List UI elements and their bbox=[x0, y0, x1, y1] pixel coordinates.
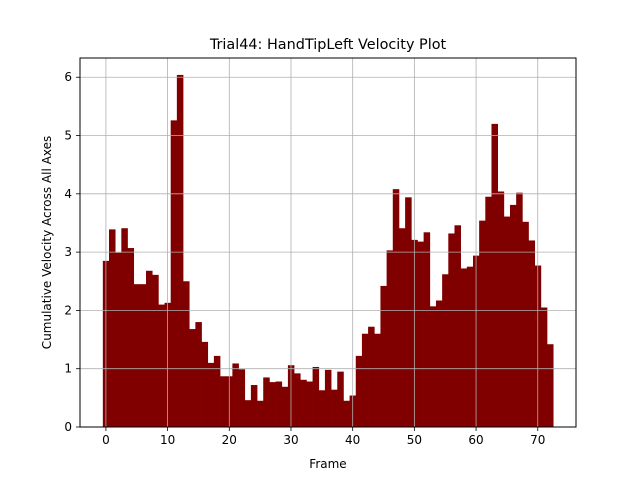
y-tick-label-2: 2 bbox=[64, 303, 72, 317]
bar-frame-7 bbox=[146, 270, 153, 427]
x-tick-label-40: 40 bbox=[345, 433, 360, 447]
bar-frame-16 bbox=[201, 341, 209, 427]
bar-frame-5 bbox=[133, 284, 141, 427]
bar-frame-64 bbox=[497, 191, 505, 427]
bar-frame-68 bbox=[522, 221, 529, 427]
bar-frame-61 bbox=[479, 220, 486, 427]
bar-frame-67 bbox=[516, 192, 523, 427]
y-tick-label-0: 0 bbox=[64, 420, 72, 434]
bar-frame-37 bbox=[331, 389, 338, 427]
bar-frame-23 bbox=[244, 400, 252, 427]
x-tick-label-10: 10 bbox=[160, 433, 175, 447]
bar-frame-65 bbox=[503, 216, 511, 427]
bars bbox=[80, 58, 576, 428]
bar-frame-2 bbox=[115, 252, 122, 427]
y-tick-label-1: 1 bbox=[64, 362, 72, 376]
y-tick-label-5: 5 bbox=[64, 129, 72, 143]
x-tick-label-50: 50 bbox=[407, 433, 422, 447]
bar-frame-4 bbox=[127, 248, 135, 427]
y-tick-label-6: 6 bbox=[64, 70, 72, 84]
bar-frame-59 bbox=[466, 266, 474, 427]
bar-frame-72 bbox=[547, 344, 554, 427]
bar-frame-17 bbox=[207, 362, 215, 427]
bar-frame-43 bbox=[368, 326, 375, 427]
bar-frame-56 bbox=[448, 233, 455, 427]
bar-frame-31 bbox=[294, 373, 301, 427]
bar-frame-11 bbox=[170, 120, 178, 428]
bar-frame-15 bbox=[195, 322, 202, 427]
bar-frame-54 bbox=[435, 300, 443, 427]
bar-frame-71 bbox=[540, 307, 548, 427]
y-axis-ticks: 0 1 2 3 4 5 6 bbox=[64, 70, 80, 434]
x-tick-label-70: 70 bbox=[530, 433, 545, 447]
bar-frame-12 bbox=[176, 74, 184, 427]
bar-frame-48 bbox=[398, 228, 406, 427]
x-tick-label-20: 20 bbox=[222, 433, 237, 447]
bar-frame-39 bbox=[343, 400, 350, 427]
bar-frame-51 bbox=[417, 241, 424, 427]
bar-frame-44 bbox=[374, 333, 381, 427]
x-tick-label-60: 60 bbox=[468, 433, 483, 447]
bar-frame-8 bbox=[152, 274, 159, 427]
bar-frame-53 bbox=[429, 306, 437, 427]
bar-frame-69 bbox=[528, 240, 536, 427]
bar-frame-29 bbox=[281, 386, 289, 427]
bar-frame-9 bbox=[158, 304, 165, 427]
bar-frame-21 bbox=[232, 363, 239, 427]
bar-frame-63 bbox=[491, 123, 498, 428]
bar-frame-13 bbox=[183, 281, 190, 427]
bar-frame-33 bbox=[306, 381, 313, 427]
bar-frame-42 bbox=[361, 333, 369, 427]
bar-frame-46 bbox=[386, 250, 394, 427]
chart-title: Trial44: HandTipLeft Velocity Plot bbox=[209, 37, 447, 53]
bar-frame-49 bbox=[405, 197, 412, 427]
bar-frame-58 bbox=[460, 268, 468, 427]
x-tick-label-30: 30 bbox=[283, 433, 298, 447]
bar-frame-38 bbox=[337, 371, 344, 427]
bar-frame-6 bbox=[139, 284, 147, 427]
bar-frame-26 bbox=[263, 377, 270, 427]
bar-frame-18 bbox=[213, 355, 221, 427]
y-axis-label: Cumulative Velocity Across All Axes bbox=[40, 136, 54, 349]
bar-frame-34 bbox=[312, 366, 320, 427]
bar-frame-57 bbox=[454, 225, 461, 427]
y-tick-label-3: 3 bbox=[64, 245, 72, 259]
y-tick-label-4: 4 bbox=[64, 187, 72, 201]
bar-frame-22 bbox=[238, 369, 246, 427]
x-axis-ticks: 0 10 20 30 40 50 60 70 bbox=[102, 427, 545, 447]
x-axis-label: Frame bbox=[309, 457, 346, 471]
bar-frame-27 bbox=[269, 382, 276, 427]
bar-frame-45 bbox=[380, 285, 387, 427]
x-tick-label-0: 0 bbox=[102, 433, 110, 447]
bar-frame-14 bbox=[189, 329, 196, 427]
bar-frame-25 bbox=[257, 400, 264, 427]
bar-frame-32 bbox=[300, 379, 307, 427]
bar-frame-62 bbox=[485, 196, 492, 427]
bar-frame-1 bbox=[109, 229, 116, 427]
bar-frame-55 bbox=[442, 274, 449, 427]
bar-frame-52 bbox=[423, 232, 431, 427]
bar-frame-36 bbox=[324, 369, 332, 427]
bar-frame-66 bbox=[509, 204, 517, 427]
bar-frame-19 bbox=[220, 376, 227, 427]
plot-frame bbox=[79, 57, 577, 428]
bar-frame-28 bbox=[275, 381, 283, 427]
bar-frame-41 bbox=[355, 355, 363, 427]
bar-frame-3 bbox=[121, 228, 128, 427]
bar-frame-35 bbox=[318, 390, 326, 427]
bar-frame-47 bbox=[392, 189, 400, 427]
bar-frame-24 bbox=[250, 385, 258, 427]
